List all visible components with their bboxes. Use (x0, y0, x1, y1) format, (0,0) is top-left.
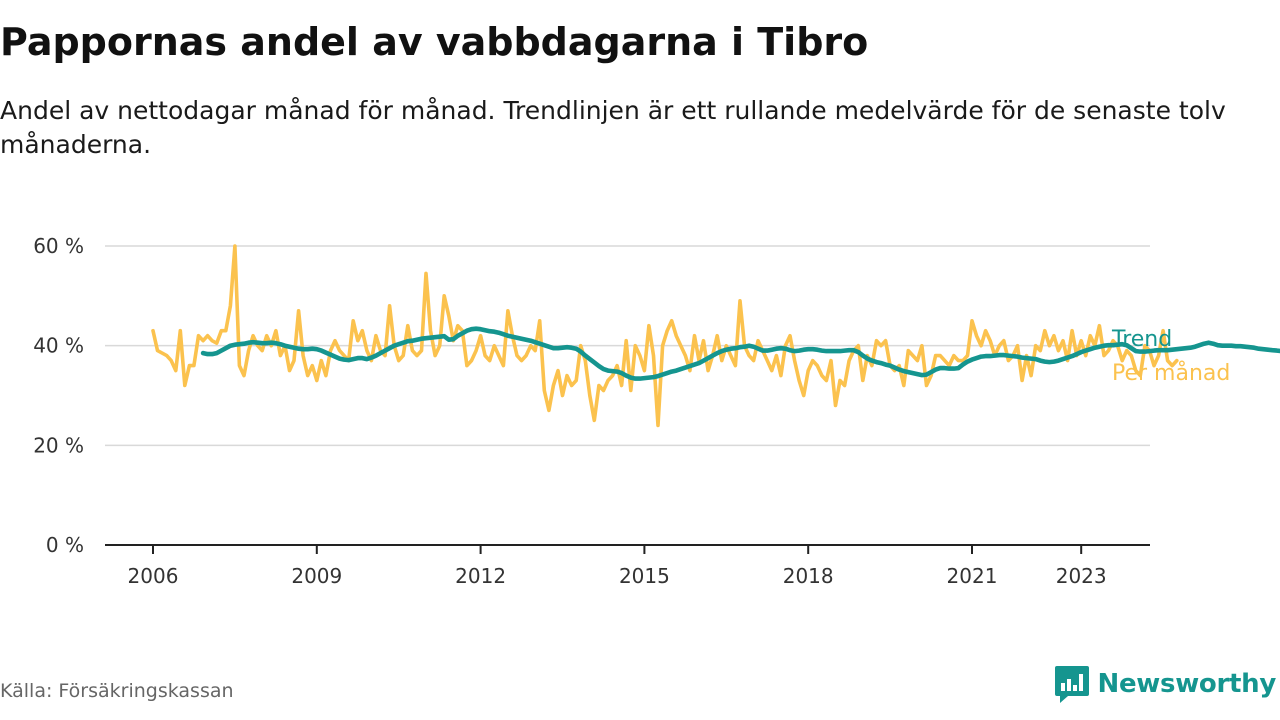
axis-layer: 0 % 20 % 40 % 60 % 2006 2009 2012 2015 2018 2021 2… (33, 234, 1150, 588)
x-tick-label: 2006 (128, 564, 179, 588)
y-tick-label: 60 % (33, 234, 84, 258)
y-tick-label: 20 % (33, 433, 84, 457)
legend-label-per-manad: Per månad (1112, 360, 1230, 386)
x-tick-label: 2015 (619, 564, 670, 588)
chart-subtitle: Andel av nettodagar månad för månad. Tre… (0, 96, 1226, 159)
legend-layer: Trend Per månad (1111, 327, 1230, 386)
series-line-trend (200, 326, 1280, 381)
series-layer (151, 244, 1280, 428)
chart-title: Pappornas andel av vabbdagarna i Tibro (0, 20, 869, 64)
source-note: Källa: Försäkringskassan (0, 680, 234, 702)
x-tick-label: 2023 (1056, 564, 1107, 588)
newsworthy-wordmark: Newsworthy (1097, 669, 1277, 699)
x-tick-label: 2012 (455, 564, 506, 588)
newsworthy-logo-icon (1054, 666, 1089, 703)
newsworthy-brand: Newsworthy (1054, 664, 1276, 704)
x-tick-label: 2018 (783, 564, 834, 588)
legend-label-trend: Trend (1111, 327, 1172, 352)
x-tick-label: 2021 (947, 564, 998, 588)
series-line-per-manad (151, 244, 1179, 428)
y-tick-label: 0 % (46, 533, 84, 557)
x-tick-label: 2009 (291, 564, 342, 588)
y-tick-label: 40 % (33, 334, 84, 358)
